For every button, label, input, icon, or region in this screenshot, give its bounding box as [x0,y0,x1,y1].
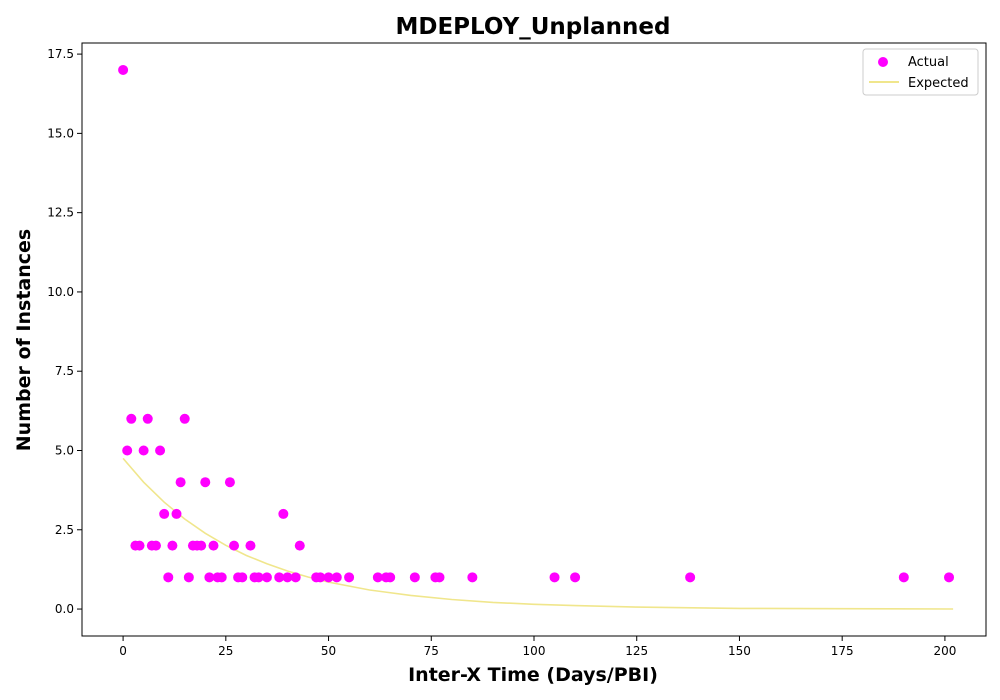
actual-point [216,572,227,583]
actual-point [126,413,137,424]
actual-point [196,540,207,551]
actual-point [122,445,133,456]
y-tick-label: 12.5 [47,206,74,220]
actual-point [685,572,696,583]
x-axis-label: Inter-X Time (Days/PBI) [408,664,658,686]
actual-point [155,445,166,456]
actual-point [467,572,478,583]
actual-point [171,508,182,519]
actual-point [570,572,581,583]
actual-point [944,572,955,583]
actual-point [224,477,235,488]
actual-point [323,572,334,583]
actual-point [434,572,445,583]
actual-point [134,540,145,551]
actual-point [159,508,170,519]
actual-point [175,477,186,488]
actual-point [167,540,178,551]
actual-point [142,413,153,424]
y-tick-label: 0.0 [55,602,74,616]
x-tick-label: 0 [119,644,127,658]
legend-marker-actual [878,57,888,67]
actual-point [344,572,355,583]
actual-point [282,572,293,583]
actual-point [138,445,149,456]
actual-point [274,572,285,583]
actual-point [278,508,289,519]
legend: Actual Expected [862,48,979,96]
actual-point [372,572,383,583]
x-tick-label: 50 [321,644,336,658]
y-axis-label: Number of Instances [13,229,35,451]
y-tick-label: 17.5 [47,47,74,61]
actual-point [294,540,305,551]
actual-point [898,572,909,583]
actual-point [290,572,301,583]
x-tick-label: 100 [523,644,546,658]
y-tick-label: 10.0 [47,285,74,299]
actual-point [179,413,190,424]
actual-point [237,572,248,583]
actual-point [261,572,272,583]
actual-point [200,477,211,488]
actual-point [183,572,194,583]
y-axis: 0.0 2.5 5.0 7.5 10.0 12.5 15.0 17.5 [47,47,82,616]
x-tick-label: 25 [218,644,233,658]
chart-title: MDEPLOY_Unplanned [395,14,670,40]
legend-label-expected: Expected [908,76,969,91]
actual-point [315,572,326,583]
legend-box [862,48,979,96]
actual-point [253,572,264,583]
actual-point [385,572,396,583]
actual-point [204,572,215,583]
actual-point [245,540,256,551]
actual-point [150,540,161,551]
actual-point [331,572,342,583]
actual-point [118,64,129,75]
actual-point [409,572,420,583]
actual-point [163,572,174,583]
x-tick-label: 150 [728,644,751,658]
y-tick-label: 15.0 [47,126,74,140]
legend-label-actual: Actual [908,55,949,70]
plot-area [118,64,955,610]
actual-point [549,572,560,583]
y-tick-label: 5.0 [55,443,74,457]
x-tick-label: 75 [424,644,439,658]
x-tick-label: 200 [933,644,956,658]
x-tick-label: 175 [831,644,854,658]
actual-point [229,540,240,551]
x-axis: 0 25 50 75 100 125 150 175 200 [119,636,956,658]
x-tick-label: 125 [625,644,648,658]
actual-point [208,540,219,551]
y-tick-label: 7.5 [55,364,74,378]
y-tick-label: 2.5 [55,523,74,537]
